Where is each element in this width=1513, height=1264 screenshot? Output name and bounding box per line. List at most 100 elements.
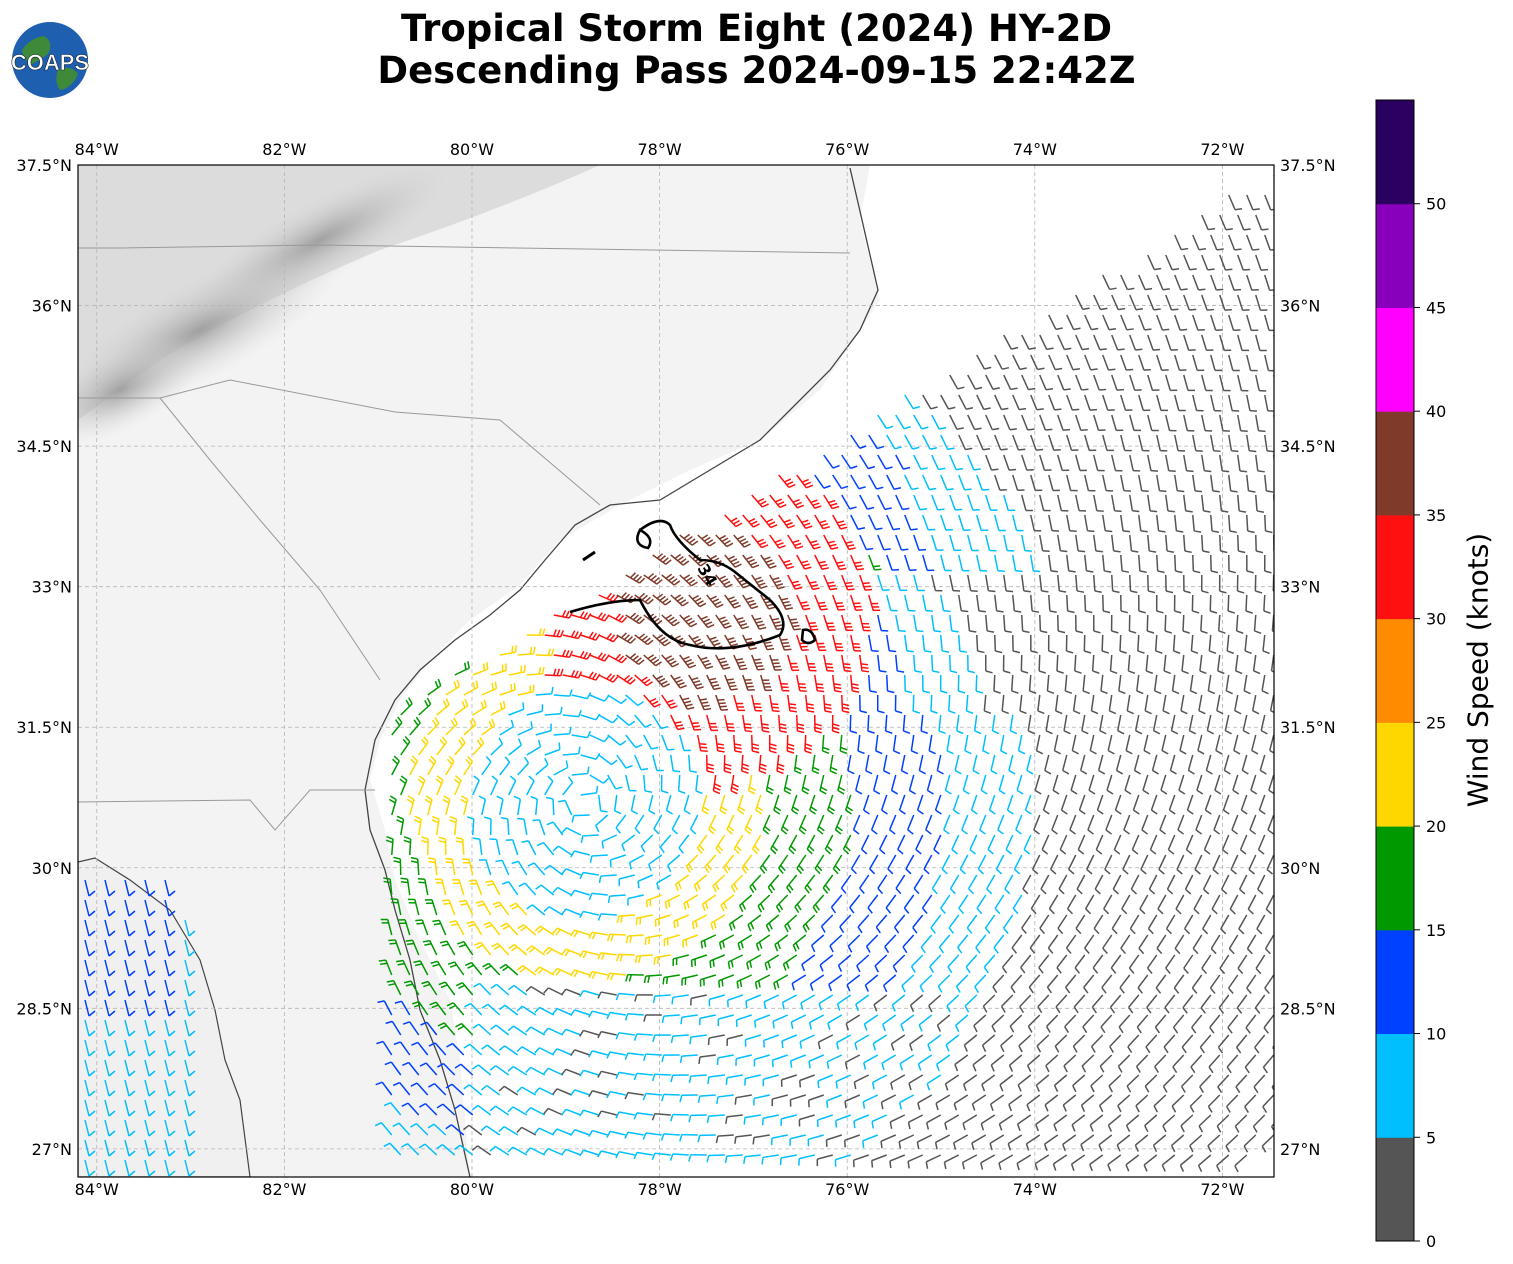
wind-barb [1254, 994, 1266, 1014]
wind-barb [1201, 574, 1209, 594]
wind-barb [1271, 614, 1274, 633]
wind-barb [625, 653, 645, 665]
wind-barb [1041, 834, 1050, 855]
colorbar-segment [1376, 203, 1414, 308]
wind-barb [959, 854, 969, 875]
wind-barb [1066, 554, 1076, 573]
wind-barb [1118, 674, 1126, 695]
wind-barb [1008, 754, 1016, 775]
wind-barb [518, 882, 537, 896]
wind-barb [534, 1087, 555, 1096]
wind-barb [976, 554, 988, 572]
wind-barb [124, 1079, 136, 1097]
wind-barb [805, 694, 815, 713]
wind-barb [144, 1059, 156, 1077]
wind-barb [1070, 774, 1078, 795]
wind-barb [976, 354, 992, 370]
wind-barb [661, 1014, 680, 1024]
wind-barb [788, 834, 798, 855]
wind-barb [489, 838, 501, 856]
wind-barb [164, 999, 176, 1017]
wind-barb [1082, 1014, 1095, 1034]
wind-barb [1235, 1074, 1248, 1094]
wind-barb [1156, 554, 1165, 574]
wind-barb [507, 1146, 528, 1156]
wind-barb [679, 654, 697, 669]
wind-barb [1210, 514, 1220, 533]
wind-barb [814, 594, 828, 611]
wind-barb [913, 494, 928, 511]
wind-barb [517, 646, 536, 656]
wind-barb [835, 1034, 852, 1050]
wind-barb [793, 754, 802, 775]
wind-barb [937, 974, 951, 993]
wind-barb [936, 1014, 951, 1032]
wind-barb [1039, 574, 1049, 593]
wind-barb [1081, 714, 1089, 735]
wind-barb [407, 898, 420, 916]
wind-barb [850, 674, 860, 693]
wind-barb [1075, 494, 1087, 512]
wind-barb [1237, 414, 1248, 433]
wind-barb [552, 1128, 573, 1136]
colorbar-label: Wind Speed (knots) [1461, 532, 1495, 808]
wind-barb [661, 654, 680, 668]
wind-barb [964, 994, 978, 1013]
wind-barb [691, 914, 708, 930]
wind-barb [850, 474, 866, 490]
wind-barb [144, 939, 156, 957]
wind-barb [634, 754, 649, 771]
wind-barb [1176, 854, 1185, 875]
wind-barb [699, 974, 716, 987]
wind-barb [1066, 474, 1078, 492]
wind-barb [164, 1159, 176, 1177]
wind-barb [957, 934, 969, 954]
wind-barb [633, 1112, 653, 1120]
wind-barb [969, 834, 978, 855]
wind-barb [1158, 854, 1167, 875]
wind-barb [715, 534, 734, 548]
wind-barb [124, 879, 136, 897]
wind-barb [466, 920, 483, 936]
wind-barb [634, 633, 654, 646]
wind-barb [958, 394, 974, 410]
wind-barb [1045, 714, 1053, 735]
wind-barb [886, 674, 895, 694]
wind-barb [625, 572, 646, 584]
wind-barb [784, 914, 798, 933]
wind-barb [543, 1067, 564, 1076]
wind-barb [543, 1027, 564, 1036]
wind-barb [446, 1002, 465, 1016]
wind-barb [661, 1054, 680, 1063]
wind-barb [786, 874, 798, 894]
wind-barb [1017, 1074, 1032, 1092]
wind-barb [1255, 534, 1264, 554]
wind-barb [677, 774, 686, 794]
wind-barb [1257, 874, 1266, 895]
wind-barb [543, 906, 564, 916]
wind-barb [801, 954, 816, 972]
colorbar-tick-label: 45 [1426, 298, 1446, 317]
wind-barb [613, 794, 622, 815]
wind-barb [1193, 894, 1203, 915]
wind-barb [1261, 1134, 1274, 1153]
wind-barb [84, 1059, 96, 1077]
wind-barb [1082, 674, 1090, 695]
wind-barb [790, 1014, 807, 1030]
wind-barb [751, 574, 768, 590]
wind-barb [1047, 934, 1059, 954]
wind-barb [805, 574, 820, 591]
wind-barb [1111, 914, 1122, 935]
wind-barb [463, 680, 479, 696]
wind-barb [945, 1034, 960, 1052]
wind-barb [892, 954, 906, 973]
wind-barb [1219, 294, 1232, 311]
wind-barb [1245, 1014, 1257, 1034]
wind-barb [1075, 614, 1083, 634]
wind-barb [1012, 474, 1025, 492]
wind-barb [471, 1104, 492, 1116]
wind-barb [1026, 1094, 1041, 1112]
wind-barb [1267, 814, 1274, 835]
wind-barb [931, 454, 946, 471]
wind-barb [689, 1034, 707, 1045]
